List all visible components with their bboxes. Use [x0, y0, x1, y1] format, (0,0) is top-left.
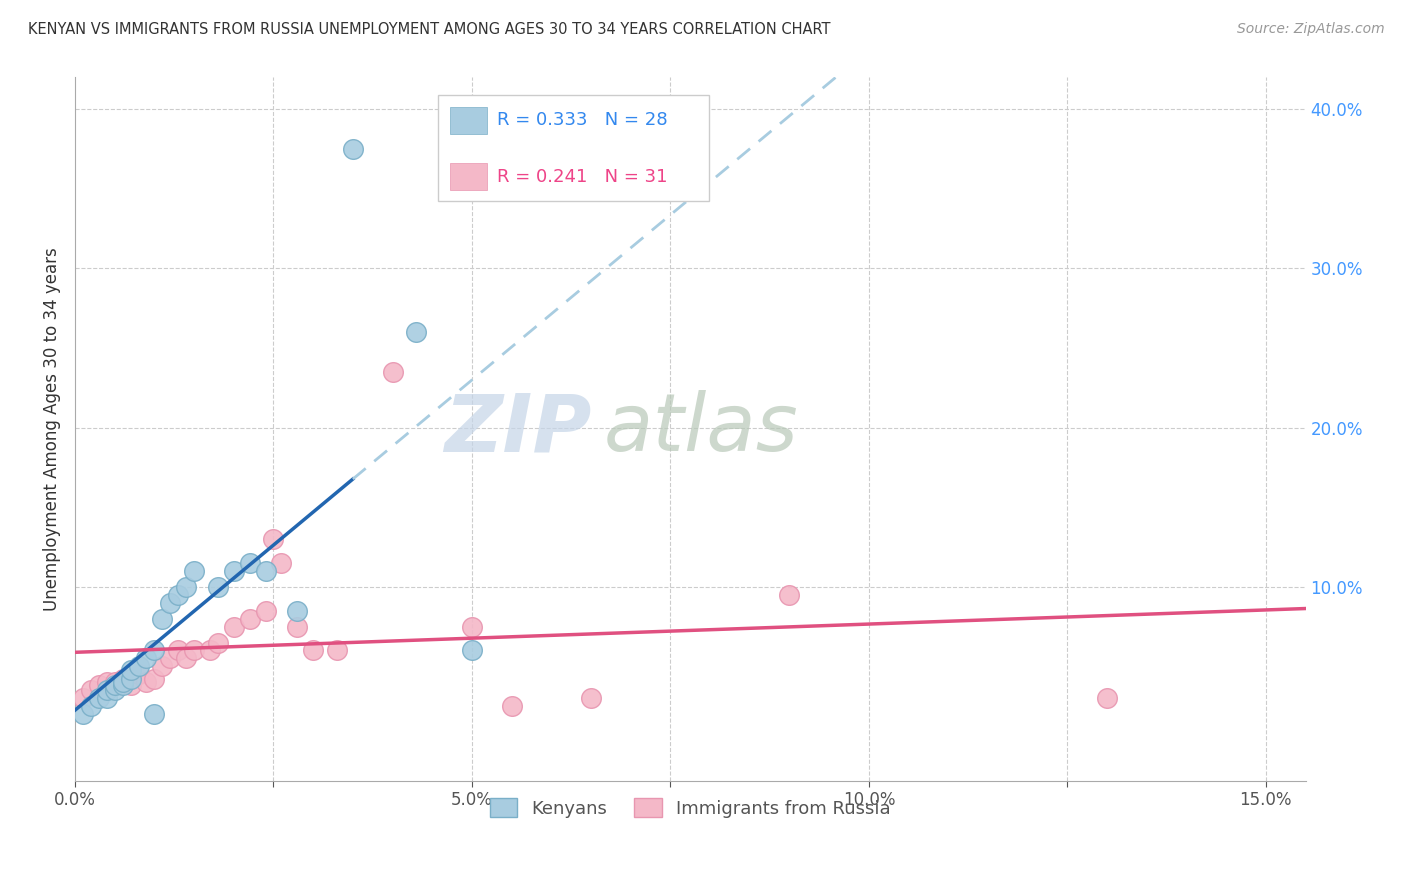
Point [579, 691, 602, 706]
Text: Source: ZipAtlas.com: Source: ZipAtlas.com [1237, 22, 1385, 37]
Point [198, 643, 221, 657]
Text: R = 0.241   N = 31: R = 0.241 N = 31 [498, 168, 668, 186]
Point [342, 142, 364, 156]
Point [104, 675, 127, 690]
Point [111, 675, 134, 690]
Point [183, 564, 205, 578]
Legend: Kenyans, Immigrants from Russia: Kenyans, Immigrants from Russia [482, 791, 898, 825]
Point [207, 580, 229, 594]
Point [254, 604, 277, 618]
Point [150, 612, 173, 626]
Point [128, 667, 150, 681]
Point [222, 619, 245, 633]
Point [254, 564, 277, 578]
Point [167, 588, 190, 602]
Point [174, 580, 197, 594]
FancyBboxPatch shape [439, 95, 709, 201]
Point [285, 619, 308, 633]
Point [104, 683, 127, 698]
Point [87, 678, 110, 692]
Point [111, 678, 134, 692]
Point [285, 604, 308, 618]
Point [87, 691, 110, 706]
Bar [450, 107, 488, 134]
Text: atlas: atlas [605, 390, 799, 468]
Point [104, 678, 127, 692]
Point [120, 678, 142, 692]
Point [80, 683, 103, 698]
Point [111, 672, 134, 686]
Point [72, 691, 94, 706]
Point [72, 707, 94, 722]
Point [143, 707, 166, 722]
Point [263, 532, 285, 546]
Point [1095, 691, 1118, 706]
Point [461, 619, 484, 633]
Point [143, 672, 166, 686]
Point [501, 699, 523, 714]
Point [461, 643, 484, 657]
Point [207, 635, 229, 649]
Text: R = 0.333   N = 28: R = 0.333 N = 28 [498, 112, 668, 129]
Point [120, 672, 142, 686]
Point [80, 699, 103, 714]
Point [381, 365, 404, 379]
Point [326, 643, 349, 657]
Y-axis label: Unemployment Among Ages 30 to 34 years: Unemployment Among Ages 30 to 34 years [44, 247, 60, 611]
Point [96, 683, 118, 698]
Point [143, 643, 166, 657]
Point [405, 325, 427, 339]
Point [135, 675, 157, 690]
Point [239, 612, 262, 626]
Point [128, 659, 150, 673]
Point [270, 556, 292, 570]
Point [135, 651, 157, 665]
Point [159, 651, 181, 665]
Point [96, 691, 118, 706]
Text: KENYAN VS IMMIGRANTS FROM RUSSIA UNEMPLOYMENT AMONG AGES 30 TO 34 YEARS CORRELAT: KENYAN VS IMMIGRANTS FROM RUSSIA UNEMPLO… [28, 22, 831, 37]
Point [779, 588, 801, 602]
Point [159, 596, 181, 610]
Point [183, 643, 205, 657]
Point [174, 651, 197, 665]
Point [150, 659, 173, 673]
Point [96, 675, 118, 690]
Bar [450, 163, 488, 190]
Text: ZIP: ZIP [444, 390, 592, 468]
Point [222, 564, 245, 578]
Point [167, 643, 190, 657]
Point [239, 556, 262, 570]
Point [302, 643, 325, 657]
Point [120, 663, 142, 677]
